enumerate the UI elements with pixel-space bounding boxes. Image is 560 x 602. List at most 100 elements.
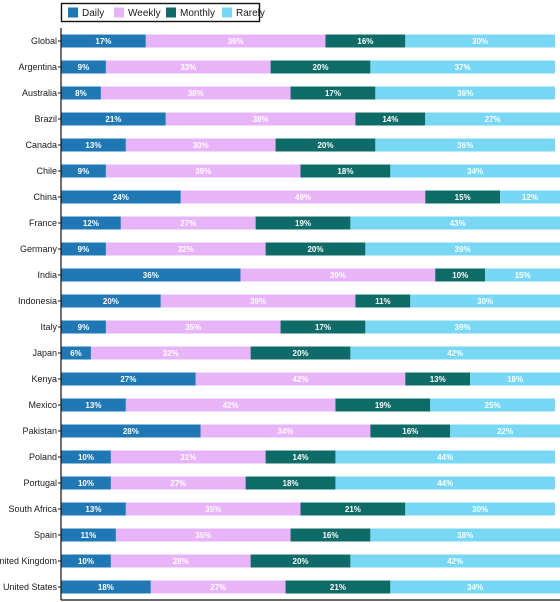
data-label-daily: 20% (103, 297, 119, 306)
data-label-monthly: 21% (345, 505, 361, 514)
legend-label-rarely: Rarely (236, 8, 265, 19)
data-label-rarely: 22% (497, 427, 513, 436)
data-label-daily: 13% (85, 141, 101, 150)
data-label-monthly: 19% (375, 401, 391, 410)
data-label-monthly: 10% (452, 271, 468, 280)
data-label-rarely: 18% (507, 375, 523, 384)
data-label-weekly: 31% (180, 453, 196, 462)
data-label-daily: 21% (105, 115, 121, 124)
data-label-weekly: 35% (195, 531, 211, 540)
data-label-daily: 18% (98, 583, 114, 592)
data-label-daily: 9% (78, 245, 90, 254)
data-label-rarely: 42% (447, 349, 463, 358)
category-label: Kenya (31, 374, 57, 384)
bar-segment-daily (61, 138, 126, 152)
data-label-monthly: 19% (295, 219, 311, 228)
bar-segment-rarely (335, 476, 556, 490)
bar-segment-monthly (370, 424, 451, 438)
data-label-rarely: 15% (515, 271, 531, 280)
bar-segment-monthly (250, 554, 351, 568)
category-label: Chile (36, 166, 57, 176)
bar-segment-daily (61, 242, 106, 256)
data-label-daily: 8% (75, 89, 87, 98)
bar-segment-monthly (335, 398, 431, 412)
bar-segment-daily (61, 476, 111, 490)
data-label-daily: 10% (78, 479, 94, 488)
category-label: France (29, 218, 57, 228)
bar-segment-weekly (90, 346, 251, 360)
data-label-daily: 10% (78, 557, 94, 566)
bar-segment-weekly (105, 164, 301, 178)
category-label: Mexico (28, 400, 57, 410)
data-label-weekly: 27% (170, 479, 186, 488)
bar-segment-weekly (120, 216, 256, 230)
bar-segment-monthly (280, 320, 366, 334)
data-label-monthly: 21% (330, 583, 346, 592)
bar-segment-rarely (335, 450, 556, 464)
data-label-daily: 13% (85, 505, 101, 514)
bar-segment-weekly (195, 372, 406, 386)
data-label-daily: 13% (85, 401, 101, 410)
category-label: Australia (22, 88, 57, 98)
bar-segment-daily (61, 164, 106, 178)
data-label-weekly: 34% (278, 427, 294, 436)
legend-swatch-daily (68, 7, 78, 18)
data-label-rarely: 39% (455, 323, 471, 332)
category-label: China (33, 192, 57, 202)
data-label-daily: 28% (123, 427, 139, 436)
data-label-rarely: 27% (485, 115, 501, 124)
bar-segment-weekly (165, 112, 356, 126)
bar-segment-rarely (425, 112, 560, 126)
category-label: Spain (34, 530, 57, 540)
data-label-weekly: 32% (163, 349, 179, 358)
data-label-weekly: 27% (210, 583, 226, 592)
data-label-monthly: 20% (293, 349, 309, 358)
bar-segment-daily (61, 502, 126, 516)
bar-segment-weekly (105, 242, 266, 256)
data-label-rarely: 36% (457, 89, 473, 98)
bar-segment-rarely (405, 34, 556, 48)
category-label: United States (3, 582, 58, 592)
data-label-rarely: 42% (447, 557, 463, 566)
data-label-monthly: 14% (382, 115, 398, 124)
data-label-weekly: 30% (193, 141, 209, 150)
bar-segment-monthly (290, 528, 371, 542)
bar-segment-weekly (125, 398, 336, 412)
category-label: Germany (20, 244, 58, 254)
category-label: Portugal (23, 478, 57, 488)
legend-label-daily: Daily (82, 8, 104, 19)
data-label-monthly: 11% (375, 297, 391, 306)
bar-segment-monthly (275, 138, 376, 152)
category-label: Brazil (34, 114, 57, 124)
category-label: Japan (32, 348, 57, 358)
legend-swatch-rarely (222, 7, 232, 18)
data-label-rarely: 37% (455, 63, 471, 72)
bar-segment-rarely (365, 242, 560, 256)
bar-segment-daily (61, 34, 146, 48)
data-label-monthly: 18% (283, 479, 299, 488)
data-label-rarely: 34% (467, 167, 483, 176)
bar-segment-rarely (485, 268, 560, 282)
bar-segment-monthly (355, 112, 426, 126)
bar-segment-weekly (125, 502, 301, 516)
bar-segment-weekly (100, 86, 291, 100)
bar-segment-daily (61, 346, 91, 360)
bar-segment-weekly (160, 294, 356, 308)
data-label-rarely: 43% (450, 219, 466, 228)
data-label-weekly: 49% (295, 193, 311, 202)
bar-segment-weekly (115, 528, 291, 542)
data-label-rarely: 36% (457, 141, 473, 150)
bar-segment-monthly (405, 372, 471, 386)
bar-segment-rarely (390, 580, 560, 594)
bar-segment-weekly (105, 320, 281, 334)
bar-segment-monthly (285, 580, 391, 594)
data-label-daily: 6% (70, 349, 82, 358)
data-label-monthly: 17% (325, 89, 341, 98)
data-label-weekly: 39% (250, 297, 266, 306)
bar-segment-rarely (350, 346, 560, 360)
bar-segment-weekly (105, 60, 271, 74)
category-label: Poland (29, 452, 57, 462)
bar-segment-daily (61, 216, 121, 230)
legend-swatch-monthly (166, 7, 176, 18)
bar-segment-monthly (245, 476, 336, 490)
